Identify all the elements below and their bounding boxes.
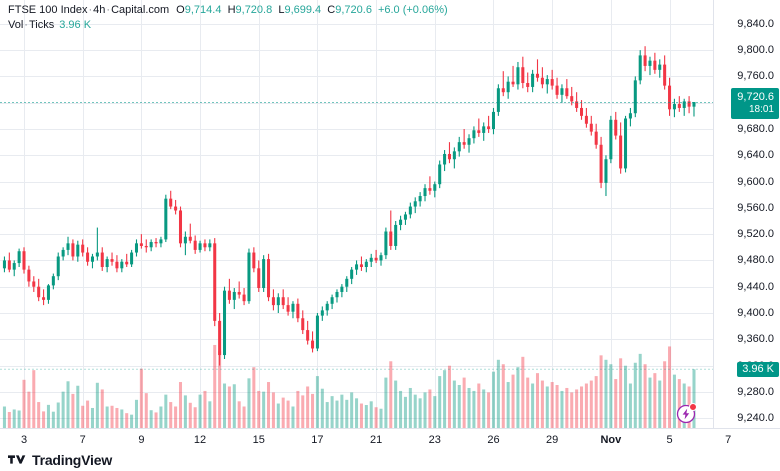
chart-gridlines	[0, 0, 714, 428]
time-axis[interactable]: 3 7 9 12 15 17 21 23 26 29 Nov 5 7	[0, 428, 780, 451]
time-axis-tick: 3	[20, 434, 28, 446]
time-axis-tick: 29	[546, 434, 559, 446]
price-axis-tick: 9,560.0	[737, 201, 774, 214]
price-axis-tick: 9,480.0	[737, 254, 774, 267]
current-price-time: 18:01	[748, 104, 774, 116]
time-axis-tick: 9	[138, 434, 145, 446]
price-axis[interactable]: 9,720.6 18:01 3.96 K 9,840.0 9,800.0 9,760…	[713, 0, 780, 428]
time-axis-tick: 15	[252, 434, 265, 446]
price-axis-tick: 9,520.0	[737, 228, 774, 241]
price-axis-tick: 9,800.0	[737, 44, 774, 57]
current-price-value: 9,720.6	[737, 91, 774, 104]
time-axis-tick: 12	[193, 434, 207, 446]
time-axis-tick: Nov	[600, 434, 622, 446]
time-axis-tick: 5	[666, 434, 673, 446]
candlestick-series	[0, 46, 714, 428]
lightning-bolt-button[interactable]	[676, 403, 697, 424]
price-axis-tick: 9,240.0	[737, 412, 774, 425]
time-axis-tick: 7	[725, 434, 732, 446]
footer-bar: TradingView	[0, 450, 780, 471]
current-price-badge: 9,720.6 18:01	[731, 88, 779, 120]
price-axis-tick: 9,840.0	[737, 17, 774, 30]
price-axis-tick: 9,400.0	[737, 307, 774, 319]
time-axis-tick: 21	[369, 434, 383, 446]
price-axis-tick: 9,680.0	[737, 123, 774, 135]
price-axis-tick: 9,360.0	[737, 333, 774, 346]
price-axis-tick: 9,640.0	[737, 149, 774, 162]
chart-plot-area[interactable]	[0, 0, 714, 428]
tradingview-logo-text: TradingView	[32, 452, 113, 468]
price-axis-tick: 9,280.0	[737, 385, 774, 398]
tradingview-logo[interactable]: TradingView	[8, 453, 112, 468]
price-axis-tick: 9,600.0	[737, 175, 774, 188]
current-volume-badge: 3.96 K	[737, 362, 779, 378]
time-axis-tick: 7	[79, 434, 86, 446]
tradingview-logo-icon	[8, 455, 26, 464]
price-axis-tick: 9,760.0	[737, 70, 774, 83]
time-axis-tick: 17	[311, 434, 324, 446]
time-axis-tick: 26	[487, 434, 500, 446]
price-axis-tick: 9,440.0	[737, 280, 774, 293]
notification-badge-dot	[689, 403, 697, 411]
time-axis-tick: 23	[428, 434, 441, 446]
